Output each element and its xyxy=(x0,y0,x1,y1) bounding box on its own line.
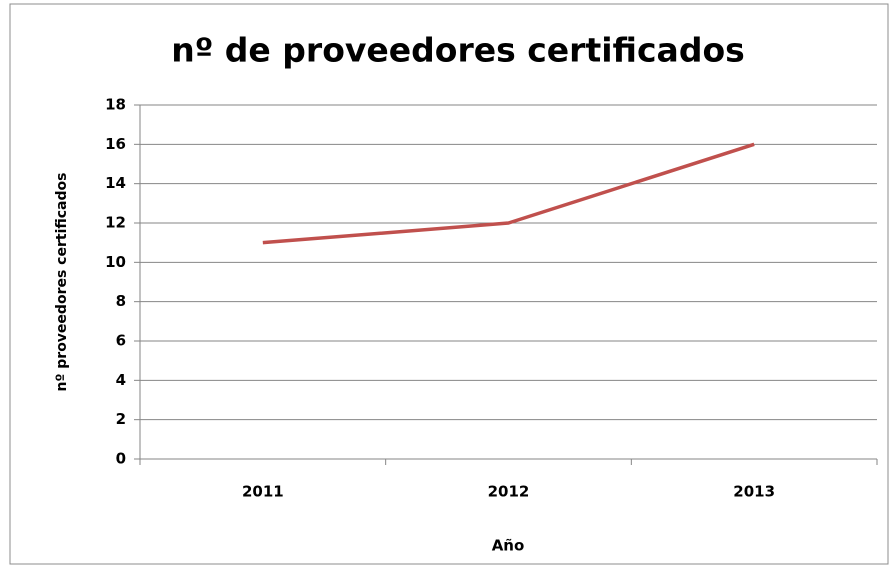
y-tick-label: 8 xyxy=(116,292,126,310)
y-tick-label: 18 xyxy=(105,96,126,114)
y-tick-label: 12 xyxy=(105,214,126,232)
x-tick-label: 2012 xyxy=(488,483,530,501)
chart-title: nº de proveedores certificados xyxy=(171,31,745,70)
y-axis-label: nº proveedores certificados xyxy=(54,173,70,392)
y-tick-label: 10 xyxy=(105,253,126,271)
data-line xyxy=(262,142,755,245)
y-tick-label: 2 xyxy=(116,410,126,428)
y-tick-label: 16 xyxy=(105,135,126,153)
chart-border xyxy=(9,3,889,565)
x-axis-label: Año xyxy=(492,537,525,555)
y-tick-label: 6 xyxy=(116,332,126,350)
x-tick-label: 2011 xyxy=(242,483,284,501)
y-tick-label: 0 xyxy=(116,450,126,468)
x-tick-label: 2013 xyxy=(733,483,775,501)
y-tick-label: 14 xyxy=(105,174,126,192)
y-tick-label: 4 xyxy=(116,371,126,389)
